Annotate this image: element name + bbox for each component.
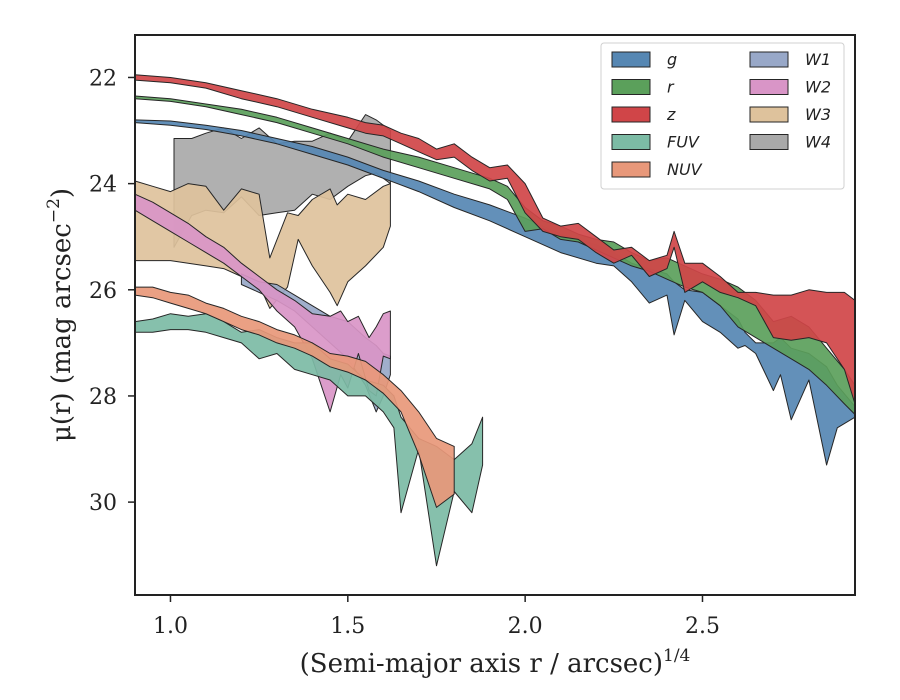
y-axis-ticks: 22 24 26 28 30	[89, 66, 135, 516]
y-axis-label-exponent: −2	[44, 198, 64, 223]
y-axis-label: μ(r) (mag arcsec−2)	[44, 188, 77, 442]
plot-frame	[134, 34, 856, 596]
y-tick-label: 22	[89, 66, 117, 91]
legend-swatch-nuv	[611, 161, 651, 178]
x-tick-label: 2.5	[685, 614, 720, 639]
y-tick-label: 26	[89, 279, 117, 304]
x-tick-label: 1.5	[330, 614, 365, 639]
y-tick-label: 28	[89, 385, 117, 410]
y-axis-label-close: )	[47, 188, 77, 198]
x-tick-label: 2.0	[508, 614, 543, 639]
legend-swatch-fuv	[611, 134, 651, 150]
series-bands	[134, 74, 856, 567]
legend-swatch-w4	[749, 134, 789, 150]
x-axis-label: (Semi-major axis r / arcsec)1/4	[300, 646, 691, 679]
legend-label-fuv: FUV	[667, 133, 700, 152]
legend-label-r: r	[667, 78, 675, 97]
legend-swatch-w2	[749, 79, 789, 95]
legend-label-w3: W3	[805, 105, 831, 124]
legend-label-g: g	[667, 50, 677, 69]
legend-swatch-g	[611, 51, 651, 68]
x-axis-label-exponent: 1/4	[663, 646, 690, 666]
legend-label-w4: W4	[805, 133, 831, 152]
band-nuv	[134, 286, 455, 508]
legend-swatch-z	[611, 106, 651, 123]
legend-label-z: z	[666, 105, 676, 124]
x-axis-ticks: 1.0 1.5 2.0 2.5	[153, 595, 720, 639]
band-w3	[134, 180, 391, 309]
legend-swatch-w3	[749, 106, 789, 123]
legend-label-nuv: NUV	[667, 160, 703, 179]
y-tick-label: 30	[89, 491, 117, 516]
legend-swatch-r	[611, 79, 651, 95]
y-axis-label-main: μ(r) (mag arcsec	[47, 223, 77, 442]
x-tick-label: 1.0	[153, 614, 188, 639]
x-axis-label-main: (Semi-major axis r / arcsec)	[300, 649, 663, 679]
legend-swatch-w1	[749, 51, 789, 68]
legend-label-w2: W2	[805, 78, 831, 97]
y-tick-label: 24	[89, 173, 117, 198]
legend-label-w1: W1	[805, 50, 831, 69]
legend: grz FUV NUV W1 W2 W3 W4	[600, 42, 845, 190]
